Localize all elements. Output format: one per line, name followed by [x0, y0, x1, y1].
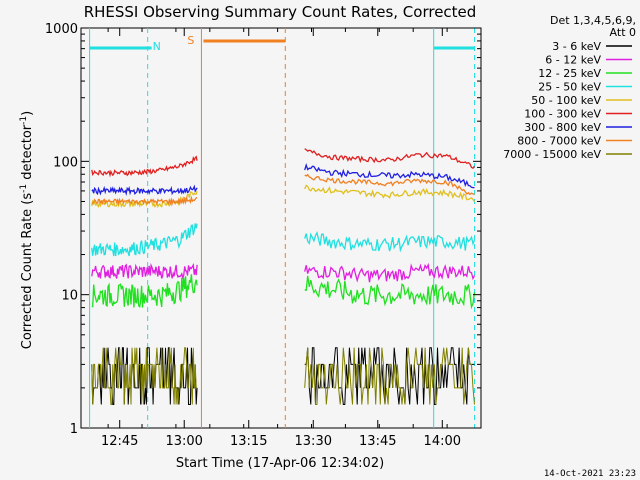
saa-label: S [187, 34, 194, 47]
x-tick-label: 13:00 [165, 434, 202, 449]
plot-frame [80, 27, 482, 429]
series-line [304, 275, 476, 310]
y-tick-label: 10 [61, 289, 78, 304]
series-line [304, 162, 475, 189]
legend-entry-label: 50 - 100 keV [531, 94, 601, 107]
series-line [91, 155, 198, 178]
legend-entry-label: 800 - 7000 keV [517, 135, 601, 148]
legend-entry-label: 25 - 50 keV [538, 81, 601, 94]
series-line [91, 262, 198, 280]
y-tick-label: 100 [53, 155, 78, 170]
series-line [304, 230, 476, 253]
series-line [304, 347, 475, 405]
x-axis: 12:45 13:00 13:15 13:30 13:45 14:00 [101, 28, 482, 449]
x-axis-label: Start Time (17-Apr-06 12:34:02) [176, 456, 384, 471]
x-tick-label: 13:30 [295, 434, 332, 449]
series-line [304, 173, 475, 196]
legend-entry-label: 100 - 300 keV [524, 108, 601, 121]
series-line [91, 223, 198, 257]
series-layer [91, 148, 476, 405]
y-axis-label-sup1: -1 [19, 184, 29, 193]
y-axis: 1 10 100 1000 [45, 22, 481, 437]
legend-entry-label: 3 - 6 keV [552, 40, 601, 53]
y-axis-label-mid: detector [20, 124, 35, 184]
y-axis-label: Corrected Count Rate (s-1 detector-1) [19, 111, 35, 349]
legend-header-line-2: Att 0 [610, 26, 636, 39]
series-line [91, 347, 198, 405]
legend-header-line-1: Det 1,3,4,5,6,9, [550, 14, 636, 27]
series-line [304, 184, 476, 203]
series-line [91, 347, 198, 405]
y-axis-label-start: Corrected Count Rate (s [20, 193, 35, 350]
legend-entry-label: 6 - 12 keV [545, 54, 601, 67]
legend-entry-label: 300 - 800 keV [524, 121, 601, 134]
y-tick-label: 1 [70, 422, 78, 437]
series-line [91, 184, 198, 197]
y-axis-label-sup2: -1 [19, 116, 29, 125]
chart-title: RHESSI Observing Summary Count Rates, Co… [84, 3, 477, 21]
legend-entry-label: 12 - 25 keV [538, 67, 601, 80]
x-tick-label: 14:00 [424, 434, 461, 449]
x-tick-label: 13:15 [230, 434, 267, 449]
y-axis-label-end: ) [20, 111, 35, 116]
series-line [91, 195, 198, 206]
x-tick-label: 12:45 [101, 434, 138, 449]
x-tick-label: 13:45 [359, 434, 396, 449]
y-tick-label: 1000 [45, 22, 78, 37]
series-line [91, 274, 198, 308]
night-label: N [153, 40, 161, 53]
footer-timestamp: 14-Oct-2021 23:23 [544, 469, 636, 479]
series-line [304, 148, 476, 170]
series-line [304, 262, 476, 283]
legend-entry-label: 7000 - 15000 keV [503, 148, 601, 161]
